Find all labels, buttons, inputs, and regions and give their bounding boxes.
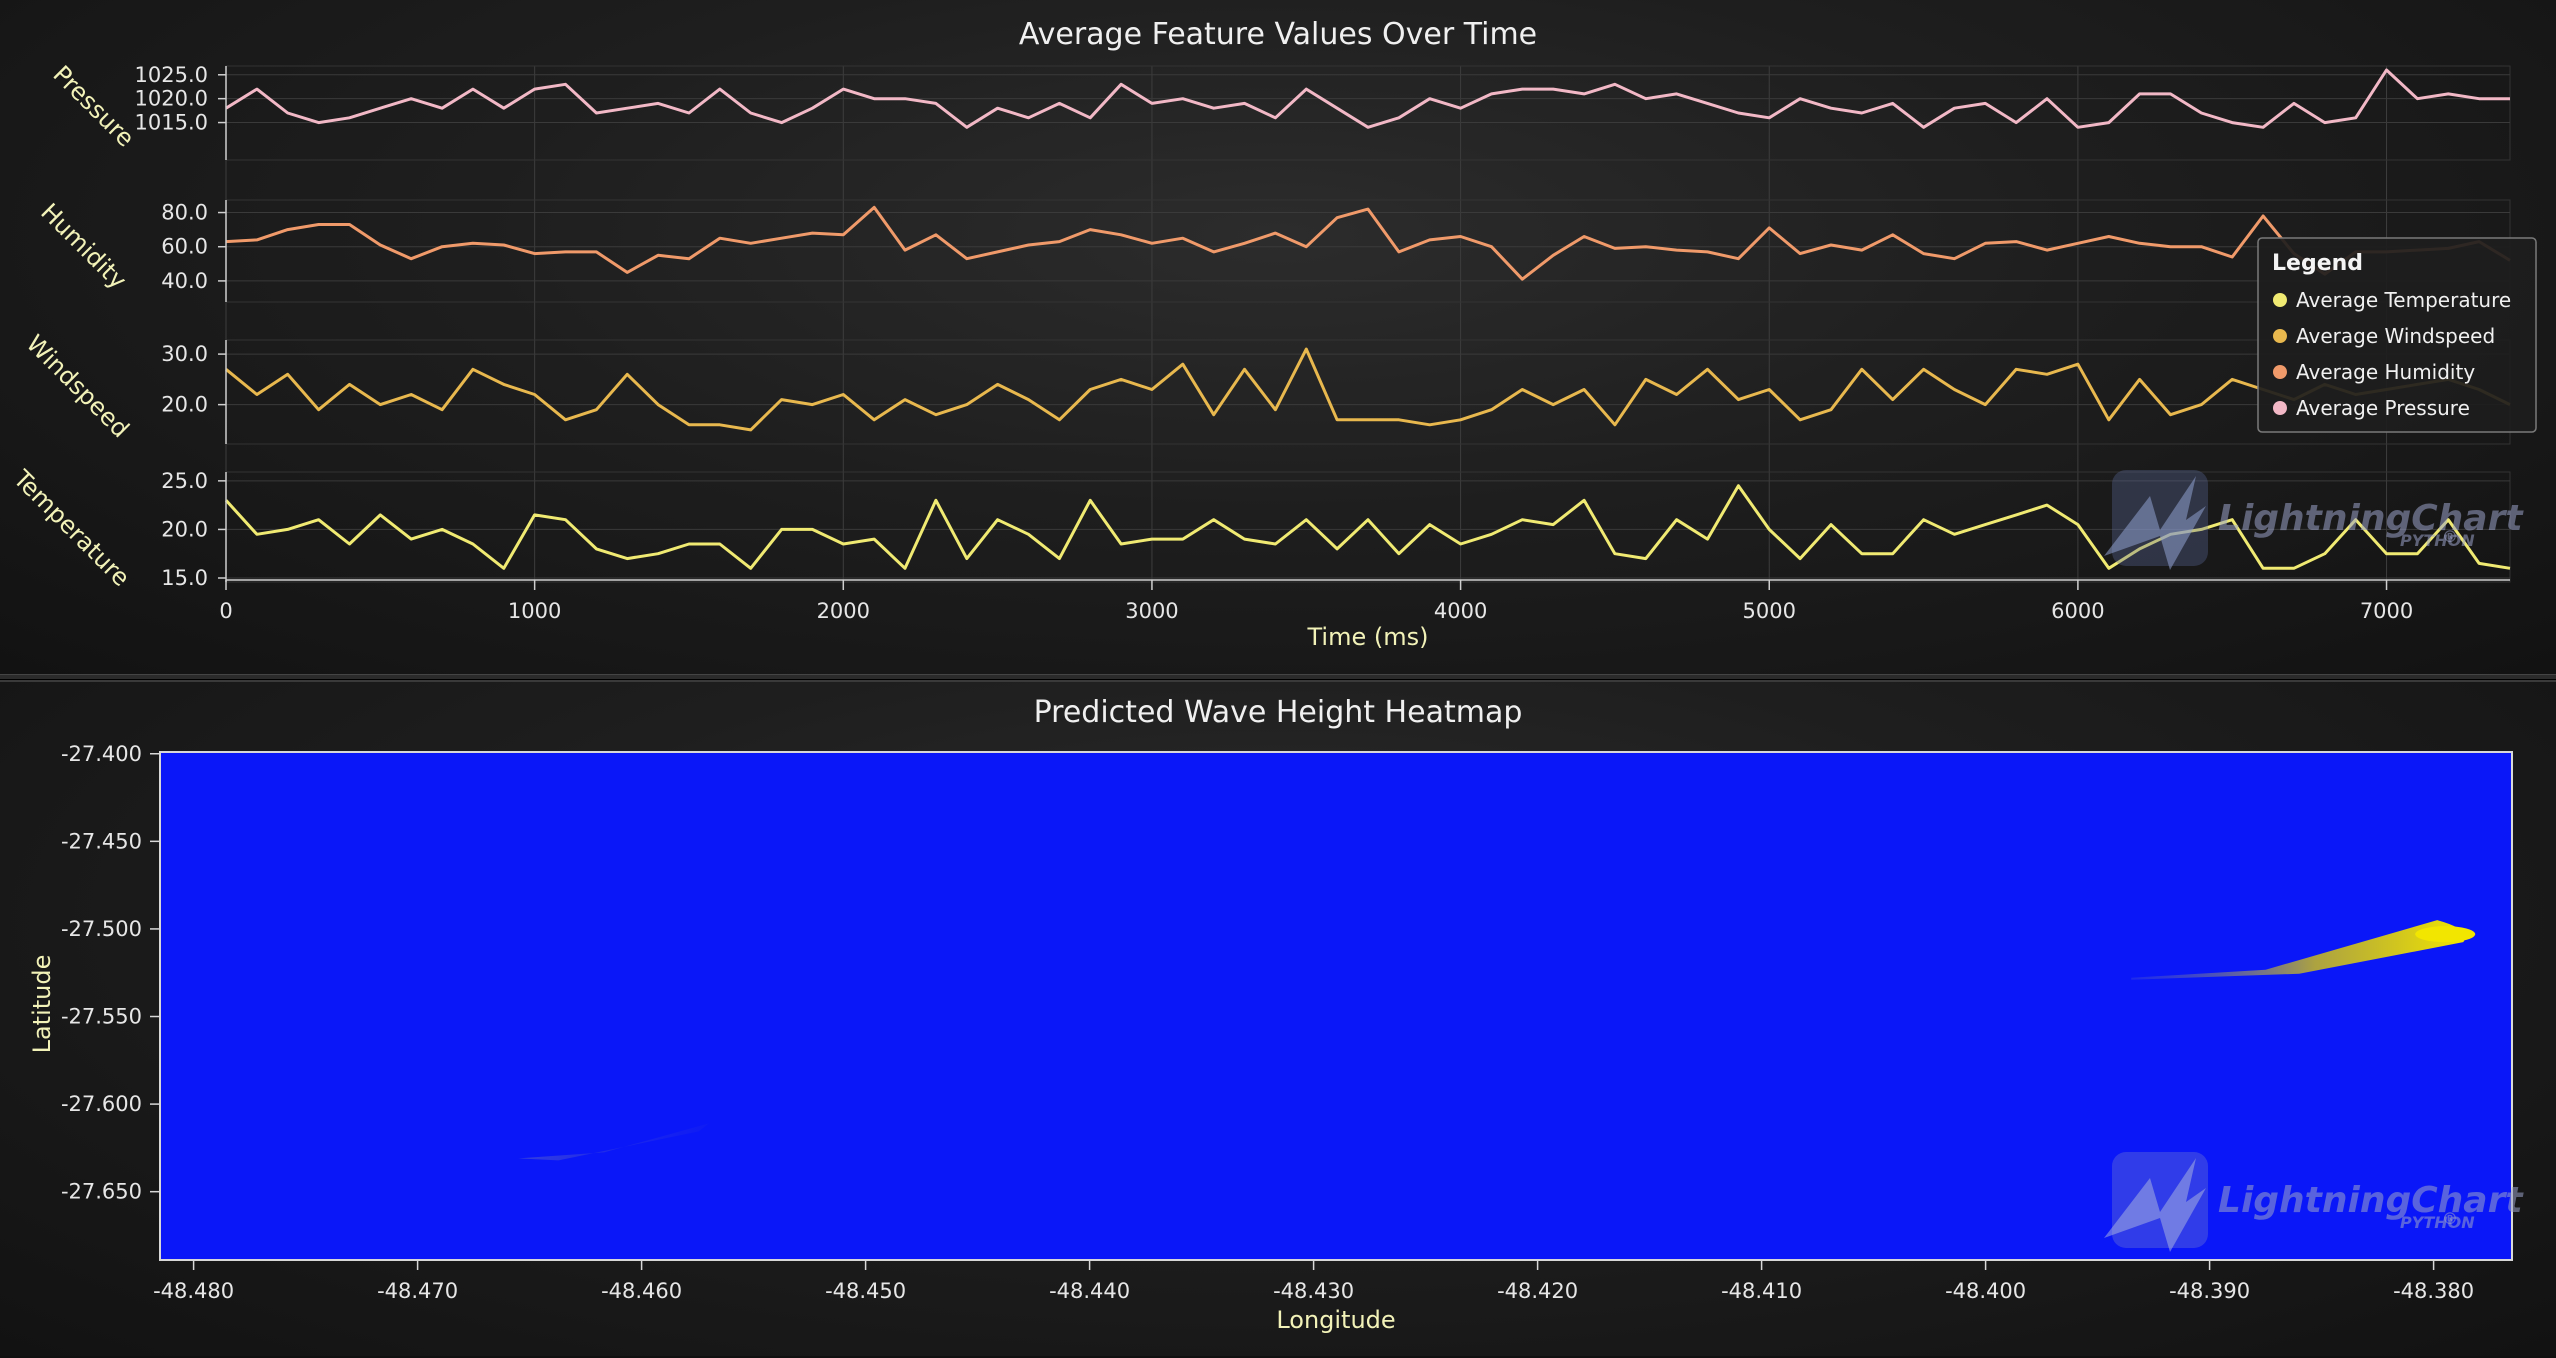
x-tick-label: -48.460 xyxy=(601,1279,682,1303)
x-tick-label: -48.470 xyxy=(377,1279,458,1303)
x-tick-label: 0 xyxy=(219,599,232,623)
lightning-bolt-icon xyxy=(2104,476,2206,570)
x-tick-label: 2000 xyxy=(817,599,870,623)
y-tick-label: -27.450 xyxy=(61,829,142,853)
x-tick-label: -48.440 xyxy=(1049,1279,1130,1303)
x-axis-title: Time (ms) xyxy=(1307,623,1429,651)
x-tick-label: -48.430 xyxy=(1273,1279,1354,1303)
series-lane xyxy=(225,339,2511,445)
y-tick-label: 20.0 xyxy=(161,393,208,417)
watermark-registered: ® xyxy=(2442,1209,2458,1228)
heatmap-panel: Predicted Wave Height Heatmap -27.400 -27… xyxy=(0,680,2556,1356)
legend-title: Legend xyxy=(2272,251,2363,276)
y-tick-label: 1025.0 xyxy=(135,63,208,87)
series-line-pressure xyxy=(225,68,2510,129)
heatmap-peak xyxy=(2415,926,2476,943)
feature-chart-panel: Average Feature Values Over Time 0 1000 20… xyxy=(0,0,2556,674)
legend-item-pressure: Average Pressure xyxy=(2296,396,2470,420)
legend-marker-windspeed xyxy=(2273,329,2287,343)
y-tick-label: 1020.0 xyxy=(135,87,208,111)
lightningchart-watermark-heatmap: LightningChart ® PYTHON xyxy=(2104,1152,2524,1252)
y-tick-label: 30.0 xyxy=(161,342,208,366)
x-tick-label: -48.400 xyxy=(1945,1279,2026,1303)
lightning-bolt-icon xyxy=(2104,1158,2206,1252)
series-axis-title: Windspeed xyxy=(21,329,135,443)
heatmap-hotspot-high xyxy=(2131,920,2466,980)
series-line-humidity xyxy=(225,205,2511,281)
series-line-windspeed xyxy=(225,347,2511,432)
y-tick-label: 25.0 xyxy=(161,469,208,493)
heatmap-x-axis-title: Longitude xyxy=(1276,1306,1395,1334)
series-axis-title: Temperature xyxy=(7,464,135,592)
legend-marker-humidity xyxy=(2273,365,2287,379)
y-tick-label: -27.650 xyxy=(61,1180,142,1204)
y-tick-label: 40.0 xyxy=(161,269,208,293)
y-tick-label: 20.0 xyxy=(161,517,208,541)
legend-item-windspeed: Average Windspeed xyxy=(2296,324,2495,348)
y-tick-label: -27.600 xyxy=(61,1092,142,1116)
x-tick-label: 3000 xyxy=(1125,599,1178,623)
x-tick-label: -48.390 xyxy=(2169,1279,2250,1303)
y-tick-label: -27.500 xyxy=(61,917,142,941)
x-tick-label: -48.480 xyxy=(153,1279,234,1303)
heatmap-axes: -27.400 -27.450 -27.500 -27.550 -27.600 -27.6… xyxy=(61,742,2474,1303)
heatmap-y-axis-title: Latitude xyxy=(28,955,56,1054)
x-tick-label: -48.380 xyxy=(2393,1279,2474,1303)
x-tick-label: 4000 xyxy=(1434,599,1487,623)
series-lane xyxy=(225,65,2511,161)
series-axis-title: Humidity xyxy=(35,198,132,295)
y-tick-label: -27.400 xyxy=(61,742,142,766)
heatmap-background xyxy=(159,751,2513,1261)
chart-title: Average Feature Values Over Time xyxy=(1019,17,1537,52)
feature-series xyxy=(224,68,2511,570)
legend: Legend Average Temperature Average Winds… xyxy=(2257,237,2537,433)
watermark-brand: LightningChart xyxy=(2218,1180,2524,1221)
y-tick-label: 60.0 xyxy=(161,235,208,259)
y-tick-label: -27.550 xyxy=(61,1005,142,1029)
x-tick-label: -48.450 xyxy=(825,1279,906,1303)
x-tick-label: -48.410 xyxy=(1721,1279,1802,1303)
heatmap-area xyxy=(159,751,2513,1261)
legend-marker-temperature xyxy=(2273,293,2287,307)
panel-splitter[interactable] xyxy=(0,674,2556,680)
y-tick-label: 1015.0 xyxy=(135,111,208,135)
x-tick-label: 6000 xyxy=(2051,599,2104,623)
heatmap-svg: Predicted Wave Height Heatmap -27.400-27… xyxy=(28,695,2524,1334)
watermark-brand: LightningChart xyxy=(2218,498,2524,539)
feature-chart-svg: Average Feature Values Over Time 0 1000 20… xyxy=(7,17,2537,651)
series-line-temperature xyxy=(224,484,2511,570)
lightningchart-watermark: LightningChart ® PYTHON xyxy=(2104,470,2524,570)
series-axis-title: Pressure xyxy=(48,60,140,152)
y-tick-label: 15.0 xyxy=(161,566,208,590)
x-tick-label: 7000 xyxy=(2360,599,2413,623)
watermark-sub: PYTHON xyxy=(2400,1213,2475,1232)
x-tick-label: -48.420 xyxy=(1497,1279,1578,1303)
y-tick-label: 80.0 xyxy=(161,201,208,225)
legend-box xyxy=(2257,237,2537,433)
legend-item-humidity: Average Humidity xyxy=(2296,360,2475,384)
watermark-sub: PYTHON xyxy=(2400,531,2475,550)
x-tick-label: 1000 xyxy=(508,599,561,623)
watermark-registered: ® xyxy=(2442,527,2458,546)
heatmap-title: Predicted Wave Height Heatmap xyxy=(1034,695,1523,730)
legend-marker-pressure xyxy=(2273,401,2287,415)
x-tick-label: 5000 xyxy=(1743,599,1796,623)
legend-item-temperature: Average Temperature xyxy=(2296,288,2511,312)
